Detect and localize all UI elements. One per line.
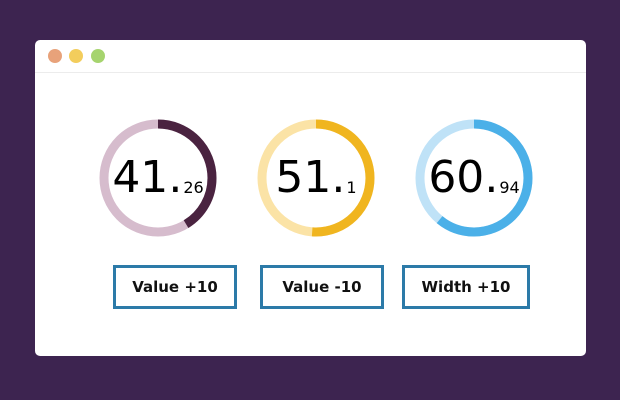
gauge-value-integer: 41 <box>112 152 169 203</box>
gauge-decimal-point: . <box>168 152 183 203</box>
gauge-value-integer: 51 <box>275 152 332 203</box>
gauge-decimal-point: . <box>331 152 346 203</box>
value-minus-10-button[interactable]: Value -10 <box>260 265 384 309</box>
progress-ring-3-graphic <box>415 119 533 237</box>
gauge-value-decimal: 94 <box>499 177 520 197</box>
ring-progress-arc <box>99 119 217 237</box>
width-plus-10-button[interactable]: Width +10 <box>402 265 530 309</box>
gauge-value-decimal: 1 <box>346 177 357 197</box>
gauge-value-decimal: 26 <box>183 177 204 197</box>
gauge-value: 51. 1 <box>254 116 378 240</box>
app-window: 41. 26 51. 1 60. 94 Value +10 Value -10 Wid… <box>35 40 586 356</box>
gauge-value: 60. 94 <box>412 116 536 240</box>
progress-ring-1: 41. 26 <box>96 116 220 240</box>
gauge-value-integer: 60 <box>428 152 485 203</box>
gauge-decimal-point: . <box>484 152 499 203</box>
progress-ring-3: 60. 94 <box>412 116 536 240</box>
title-bar <box>35 40 586 73</box>
minimize-window-button[interactable] <box>69 49 83 63</box>
ring-progress-arc <box>415 119 533 237</box>
gauge-value: 41. 26 <box>96 116 220 240</box>
close-window-button[interactable] <box>48 49 62 63</box>
progress-ring-2: 51. 1 <box>254 116 378 240</box>
progress-ring-2-graphic <box>257 119 375 237</box>
maximize-window-button[interactable] <box>91 49 105 63</box>
ring-progress-arc <box>257 119 375 237</box>
value-plus-10-button[interactable]: Value +10 <box>113 265 237 309</box>
progress-ring-1-graphic <box>99 119 217 237</box>
